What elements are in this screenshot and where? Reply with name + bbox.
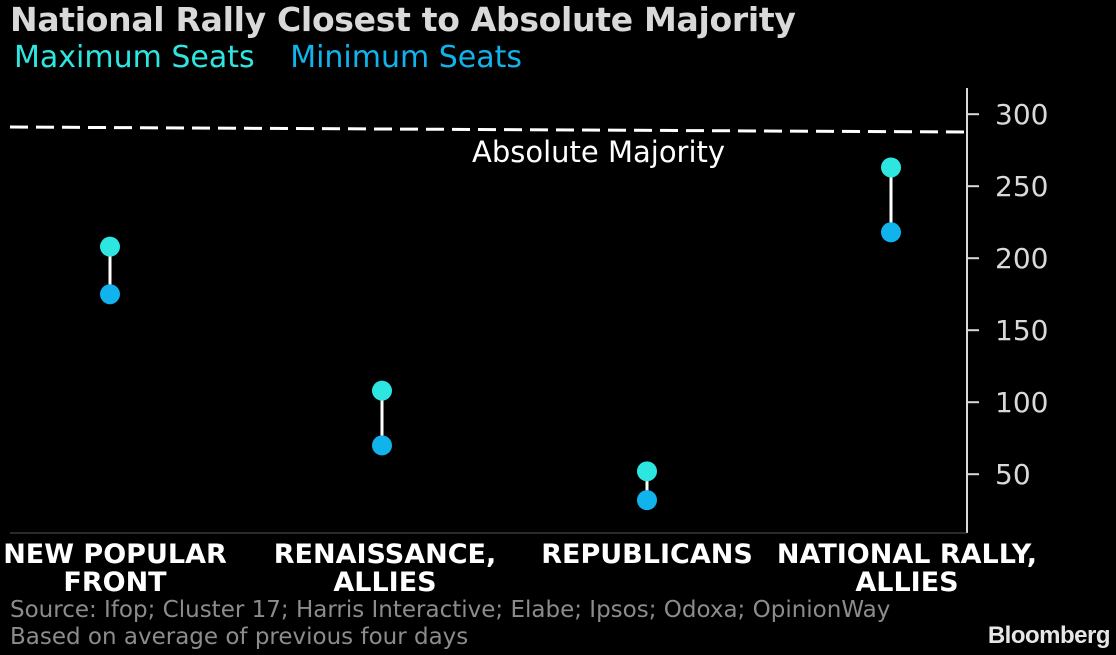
max-seats-dot bbox=[372, 380, 392, 401]
min-seats-dot bbox=[100, 284, 120, 305]
min-seats-dot bbox=[372, 435, 392, 456]
max-seats-dot bbox=[637, 461, 657, 482]
x-category-label: REPUBLICANS bbox=[541, 539, 753, 570]
x-category-label: NATIONAL RALLY, ALLIES bbox=[777, 539, 1037, 598]
y-tick-label: 100 bbox=[995, 386, 1048, 419]
legend-minimum-seats: Minimum Seats bbox=[290, 40, 523, 75]
max-seats-dot bbox=[881, 157, 901, 178]
footnote-text: Based on average of previous four days bbox=[10, 624, 469, 650]
chart-title: National Rally Closest to Absolute Major… bbox=[10, 0, 796, 39]
x-category-label: RENAISSANCE, ALLIES bbox=[274, 539, 496, 598]
legend: Maximum Seats Minimum Seats bbox=[14, 40, 548, 75]
y-tick-label: 50 bbox=[995, 458, 1031, 491]
y-tick-label: 200 bbox=[995, 242, 1048, 275]
max-seats-dot bbox=[100, 236, 120, 257]
source-note: Source: Ifop; Cluster 17; Harris Interac… bbox=[10, 597, 890, 651]
bloomberg-logo: Bloomberg bbox=[987, 622, 1111, 649]
source-text: Source: Ifop; Cluster 17; Harris Interac… bbox=[10, 597, 891, 623]
range-dot-chart: 50 100 150 200 250 300 Absolute Majority NEW PO… bbox=[3, 88, 1048, 598]
y-tick-label: 300 bbox=[995, 98, 1048, 131]
legend-maximum-seats: Maximum Seats bbox=[14, 40, 255, 75]
absolute-majority-label: Absolute Majority bbox=[472, 135, 725, 169]
min-seats-dot bbox=[881, 222, 901, 243]
absolute-majority-line bbox=[9, 125, 968, 134]
y-tick-label: 250 bbox=[995, 170, 1048, 203]
y-tick-label: 150 bbox=[995, 314, 1048, 347]
min-seats-dot bbox=[637, 490, 657, 511]
x-category-label: NEW POPULAR FRONT bbox=[3, 539, 227, 598]
